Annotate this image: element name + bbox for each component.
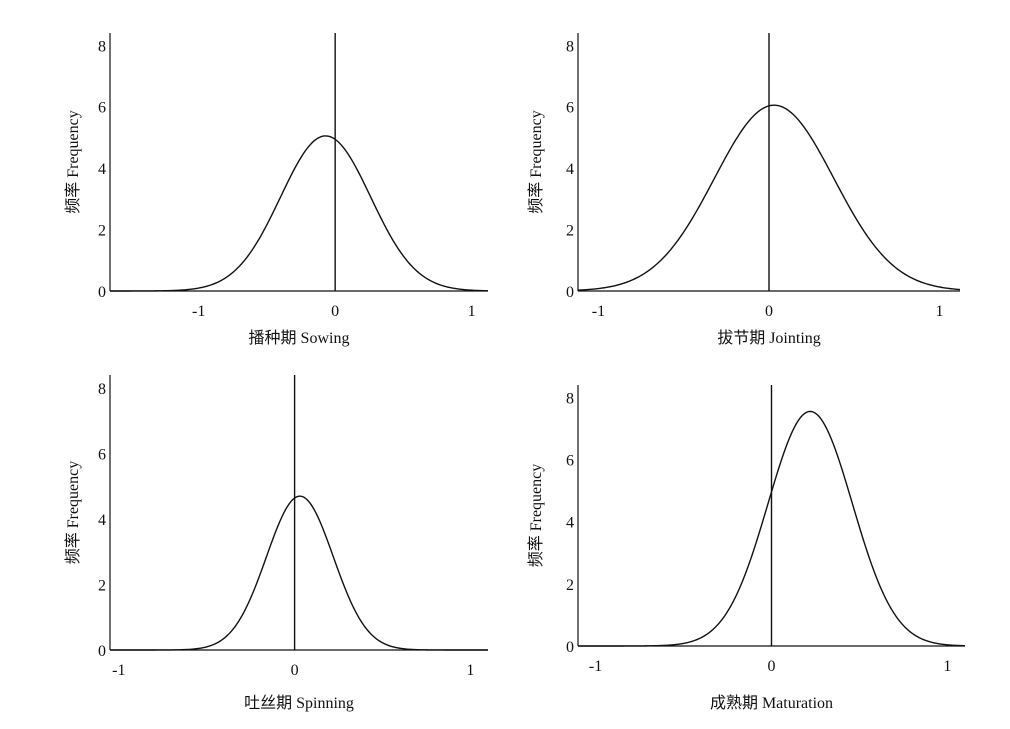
x-tick-label: -1 xyxy=(589,658,602,675)
y-tick-label: 4 xyxy=(98,161,106,178)
y-tick-label: 8 xyxy=(566,38,574,55)
y-tick-label: 8 xyxy=(98,381,106,398)
y-tick-label: 6 xyxy=(98,447,106,464)
y-axis-label: 频率 Frequency xyxy=(64,110,82,214)
y-tick-label: 0 xyxy=(98,284,106,301)
y-tick-label: 6 xyxy=(566,100,574,117)
y-tick-label: 2 xyxy=(98,223,106,240)
x-tick-label: 1 xyxy=(466,662,474,679)
y-tick-label: 0 xyxy=(98,643,106,660)
x-tick-label: 0 xyxy=(331,303,339,320)
x-tick-label: 1 xyxy=(468,303,476,320)
y-tick-label: 2 xyxy=(566,223,574,240)
x-tick-label: 1 xyxy=(943,658,951,675)
x-tick-label: -1 xyxy=(112,662,125,679)
x-tick-label: 0 xyxy=(768,658,776,675)
x-axis-label: 成熟期 Maturation xyxy=(710,694,833,712)
y-axis-label: 频率 Frequency xyxy=(527,110,545,214)
chart-panel-sowing: 播种期 Sowing 频率 Frequency 0 2 4 6 8 -1 0 1 xyxy=(64,33,489,347)
x-tick-label: -1 xyxy=(192,303,205,320)
density-curve xyxy=(110,495,488,651)
x-axis-label: 拔节期 Jointing xyxy=(717,329,821,347)
y-axis-label: 频率 Frequency xyxy=(527,464,545,568)
y-tick-label: 6 xyxy=(566,453,574,470)
x-tick-label: 1 xyxy=(936,303,944,320)
chart-panel-maturation: 成熟期 Maturation 频率 Frequency 0 2 4 6 8 -1 0 1 xyxy=(527,385,966,712)
y-tick-label: 8 xyxy=(566,390,574,407)
y-axis-label: 频率 Frequency xyxy=(64,461,82,565)
chart-panel-jointing: 拔节期 Jointing 频率 Frequency 0 2 4 6 8 -1 0 1 xyxy=(527,33,961,347)
y-tick-label: 4 xyxy=(566,161,574,178)
chart-panel-spinning: 吐丝期 Spinning 频率 Frequency 0 2 4 6 8 -1 0 1 xyxy=(64,375,488,712)
y-tick-label: 8 xyxy=(98,38,106,55)
y-tick-label: 0 xyxy=(566,284,574,301)
x-axis-label: 播种期 Sowing xyxy=(249,329,350,347)
y-tick-label: 6 xyxy=(98,100,106,117)
y-tick-label: 4 xyxy=(566,515,574,532)
density-curve xyxy=(110,135,489,292)
x-tick-label: 0 xyxy=(291,662,299,679)
x-axis-label: 吐丝期 Spinning xyxy=(244,694,354,712)
y-tick-label: 2 xyxy=(566,577,574,594)
x-tick-label: 0 xyxy=(765,303,773,320)
x-tick-label: -1 xyxy=(592,303,605,320)
y-tick-label: 4 xyxy=(98,512,106,529)
y-tick-label: 2 xyxy=(98,578,106,595)
density-curve xyxy=(578,410,966,647)
y-tick-label: 0 xyxy=(566,639,574,656)
density-curve xyxy=(577,104,961,291)
